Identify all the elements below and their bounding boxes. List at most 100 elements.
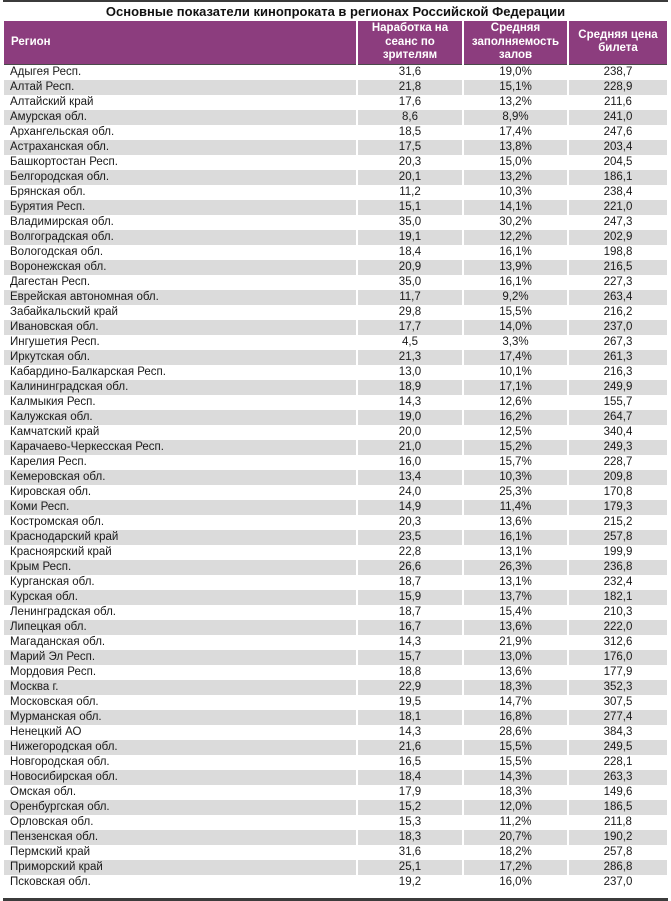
region-cell: Амурская обл. bbox=[10, 110, 87, 123]
value-cell: 198,8 bbox=[567, 244, 667, 260]
region-cell: Ленинградская обл. bbox=[10, 605, 116, 618]
region-cell: Адыгея Респ. bbox=[10, 65, 82, 78]
table-row: Вологодская обл. 18,4 16,1% 198,8 bbox=[4, 244, 667, 260]
value-cell: 25,1 bbox=[356, 859, 463, 875]
value-cell: 18,1 bbox=[356, 709, 463, 725]
value-cell: 20,9 bbox=[356, 259, 463, 275]
value-cell: 16,5 bbox=[356, 754, 463, 770]
table-row: Курганская обл. 18,7 13,1% 232,4 bbox=[4, 574, 667, 590]
value-cell: 15,1% bbox=[462, 79, 568, 95]
table-row: Нижегородская обл. 21,6 15,5% 249,5 bbox=[4, 739, 667, 755]
value-cell: 186,5 bbox=[567, 799, 667, 815]
value-cell: 11,2% bbox=[462, 814, 568, 830]
value-cell: 210,3 bbox=[567, 604, 667, 620]
value-cell: 228,9 bbox=[567, 79, 667, 95]
value-cell: 16,0 bbox=[356, 454, 463, 470]
value-cell: 277,4 bbox=[567, 709, 667, 725]
value-cell: 263,3 bbox=[567, 769, 667, 785]
value-cell: 263,4 bbox=[567, 289, 667, 305]
table-row: Курская обл. 15,9 13,7% 182,1 bbox=[4, 589, 667, 605]
value-cell: 13,9% bbox=[462, 259, 568, 275]
value-cell: 209,8 bbox=[567, 469, 667, 485]
table-row: Ленинградская обл. 18,7 15,4% 210,3 bbox=[4, 604, 667, 620]
value-cell: 237,0 bbox=[567, 319, 667, 335]
region-cell: Псковская обл. bbox=[10, 875, 91, 888]
table-header-row: Регион Наработка на сеанс по зрителям Ср… bbox=[4, 21, 667, 65]
value-cell: 11,2 bbox=[356, 184, 463, 200]
table-row: Мордовия Респ. 18,8 13,6% 177,9 bbox=[4, 664, 667, 680]
region-cell: Кемеровская обл. bbox=[10, 470, 106, 483]
region-cell: Пензенская обл. bbox=[10, 830, 99, 843]
value-cell: 16,1% bbox=[462, 529, 568, 545]
table-row: Московская обл. 19,5 14,7% 307,5 bbox=[4, 694, 667, 710]
value-cell: 18,3% bbox=[462, 679, 568, 695]
value-cell: 17,7 bbox=[356, 319, 463, 335]
table-row: Калмыкия Респ. 14,3 12,6% 155,7 bbox=[4, 394, 667, 410]
region-cell: Калининградская обл. bbox=[10, 380, 129, 393]
region-cell: Владимирская обл. bbox=[10, 215, 114, 228]
region-cell: Кировская обл. bbox=[10, 485, 92, 498]
value-cell: 21,6 bbox=[356, 739, 463, 755]
value-cell: 177,9 bbox=[567, 664, 667, 680]
table-row: Костромская обл. 20,3 13,6% 215,2 bbox=[4, 514, 667, 530]
table-row: Кемеровская обл. 13,4 10,3% 209,8 bbox=[4, 469, 667, 485]
value-cell: 22,8 bbox=[356, 544, 463, 560]
value-cell: 15,2 bbox=[356, 799, 463, 815]
table-row: Псковская обл. 19,2 16,0% 237,0 bbox=[4, 874, 667, 890]
value-cell: 216,3 bbox=[567, 364, 667, 380]
region-cell: Новгородская обл. bbox=[10, 755, 110, 768]
value-cell: 24,0 bbox=[356, 484, 463, 500]
value-cell: 21,8 bbox=[356, 79, 463, 95]
region-cell: Орловская обл. bbox=[10, 815, 94, 828]
table-row: Орловская обл. 15,3 11,2% 211,8 bbox=[4, 814, 667, 830]
region-cell: Курская обл. bbox=[10, 590, 78, 603]
table-row: Новгородская обл. 16,5 15,5% 228,1 bbox=[4, 754, 667, 770]
region-cell: Иркутская обл. bbox=[10, 350, 90, 363]
value-cell: 247,3 bbox=[567, 214, 667, 230]
table-row: Алтайский край 17,6 13,2% 211,6 bbox=[4, 94, 667, 110]
region-cell: Пермский край bbox=[10, 845, 91, 858]
region-cell: Ивановская обл. bbox=[10, 320, 99, 333]
value-cell: 176,0 bbox=[567, 649, 667, 665]
table-row: Ингушетия Респ. 4,5 3,3% 267,3 bbox=[4, 334, 667, 350]
table-row: Карачаево-Черкесская Респ. 21,0 15,2% 249,3 bbox=[4, 439, 667, 455]
value-cell: 10,3% bbox=[462, 184, 568, 200]
value-cell: 13,1% bbox=[462, 544, 568, 560]
value-cell: 199,9 bbox=[567, 544, 667, 560]
table-row: Адыгея Респ. 31,6 19,0% 238,7 bbox=[4, 64, 667, 80]
table-row: Крым Респ. 26,6 26,3% 236,8 bbox=[4, 559, 667, 575]
value-cell: 18,9 bbox=[356, 379, 463, 395]
table-row: Башкортостан Респ. 20,3 15,0% 204,5 bbox=[4, 154, 667, 170]
region-cell: Коми Респ. bbox=[10, 500, 70, 513]
value-cell: 20,3 bbox=[356, 514, 463, 530]
value-cell: 35,0 bbox=[356, 214, 463, 230]
table-row: Дагестан Респ. 35,0 16,1% 227,3 bbox=[4, 274, 667, 290]
table-row: Иркутская обл. 21,3 17,4% 261,3 bbox=[4, 349, 667, 365]
table-row: Владимирская обл. 35,0 30,2% 247,3 bbox=[4, 214, 667, 230]
region-cell: Волгоградская обл. bbox=[10, 230, 114, 243]
value-cell: 14,3 bbox=[356, 394, 463, 410]
value-cell: 216,2 bbox=[567, 304, 667, 320]
region-cell: Вологодская обл. bbox=[10, 245, 104, 258]
value-cell: 18,8 bbox=[356, 664, 463, 680]
regions-cinema-table: Регион Наработка на сеанс по зрителям Ср… bbox=[4, 21, 667, 890]
value-cell: 18,5 bbox=[356, 124, 463, 140]
table-row: Липецкая обл. 16,7 13,6% 222,0 bbox=[4, 619, 667, 635]
value-cell: 15,0% bbox=[462, 154, 568, 170]
value-cell: 16,8% bbox=[462, 709, 568, 725]
header-cell-avg-ticket-price: Средняя цена билета bbox=[567, 21, 667, 65]
region-cell: Краснодарский край bbox=[10, 530, 119, 543]
region-cell: Костромская обл. bbox=[10, 515, 105, 528]
table-row: Астраханская обл. 17,5 13,8% 203,4 bbox=[4, 139, 667, 155]
table-row: Алтай Респ. 21,8 15,1% 228,9 bbox=[4, 79, 667, 95]
value-cell: 8,9% bbox=[462, 109, 568, 125]
value-cell: 17,6 bbox=[356, 94, 463, 110]
region-cell: Оренбургская обл. bbox=[10, 800, 110, 813]
value-cell: 155,7 bbox=[567, 394, 667, 410]
table-row: Магаданская обл. 14,3 21,9% 312,6 bbox=[4, 634, 667, 650]
table-row: Карелия Респ. 16,0 15,7% 228,7 bbox=[4, 454, 667, 470]
region-cell: Башкортостан Респ. bbox=[10, 155, 118, 168]
value-cell: 13,0 bbox=[356, 364, 463, 380]
value-cell: 12,2% bbox=[462, 229, 568, 245]
region-cell: Ненецкий АО bbox=[10, 725, 82, 738]
